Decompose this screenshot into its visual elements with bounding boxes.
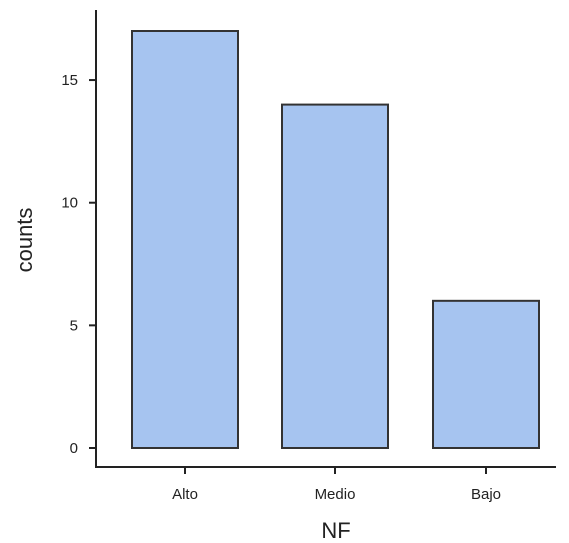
x-tick-label: Bajo: [471, 486, 501, 503]
y-axis-title: counts: [12, 208, 37, 273]
y-tick-label: 15: [61, 72, 78, 89]
x-tick-label: Alto: [172, 486, 198, 503]
y-tick-label: 10: [61, 195, 78, 212]
bar-bajo: [432, 299, 540, 449]
bars: [131, 30, 540, 450]
bar-alto: [131, 30, 239, 449]
y-tick-label: 0: [70, 440, 78, 457]
y-ticks: 0 5 10 15: [61, 72, 96, 457]
x-ticks: Alto Medio Bajo: [172, 467, 501, 503]
x-axis-title: NF: [321, 518, 350, 543]
y-tick-label: 5: [70, 317, 78, 334]
bar-medio: [281, 103, 389, 450]
x-tick-label: Medio: [315, 486, 356, 503]
